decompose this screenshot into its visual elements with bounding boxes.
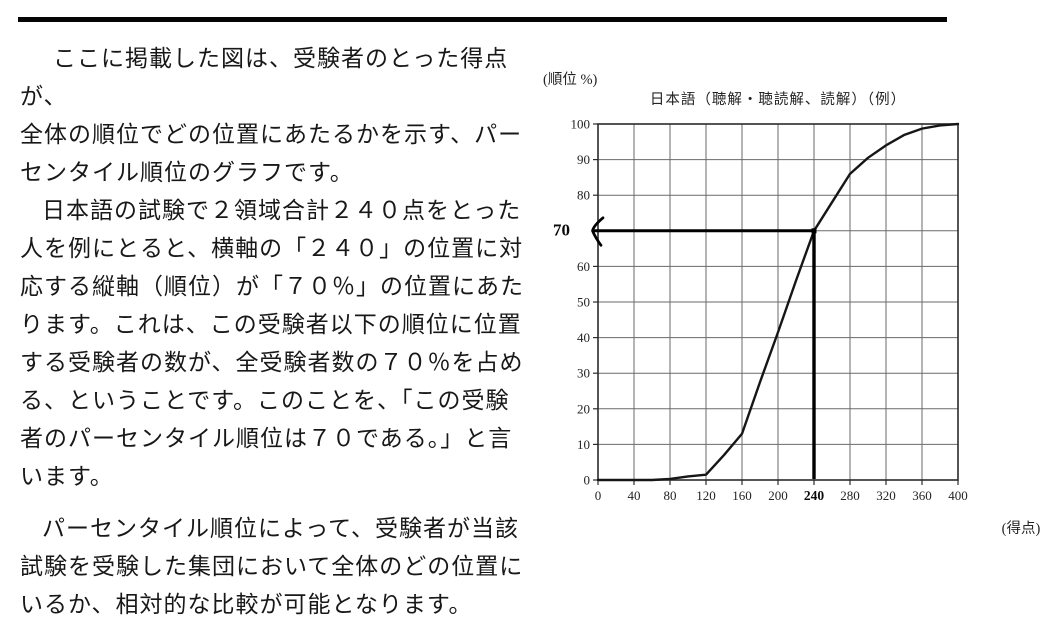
x-tick-label: 280 (840, 488, 860, 503)
y-tick-label: 100 (571, 117, 591, 132)
y-tick-label: 60 (577, 259, 590, 274)
article-text: ここに掲載した図は、受験者のとった得点が、 全体の順位でどの位置にあたるかを示す… (20, 40, 544, 624)
y-tick-label: 50 (577, 295, 590, 310)
percentile-rank-chart: 0 40 80 120 160 200 240 280 320 360 400 0 10 20 30 40 50… (543, 71, 1041, 537)
x-axis-unit-label: (得点) (1002, 520, 1041, 537)
percentile-curve (596, 122, 960, 482)
top-rule (18, 17, 947, 22)
x-tick-label: 160 (732, 488, 752, 503)
y-tick-label: 0 (584, 473, 591, 488)
y-tick-label: 10 (577, 437, 590, 452)
x-tick-label-highlight: 240 (804, 488, 825, 503)
paragraph-example: 日本語の試験で２領域合計２４０点をとった 人を例にとると、横軸の「２４０」の位置… (20, 198, 524, 490)
chart-area: 0 40 80 120 160 200 240 280 320 360 400 0 10 20 30 40 50… (540, 60, 1055, 607)
x-tick-label: 320 (876, 488, 896, 503)
x-tick-label: 360 (912, 488, 932, 503)
x-tick-label: 40 (628, 488, 641, 503)
x-tick-label: 200 (768, 488, 788, 503)
y-tick-label-highlight: 70 (553, 220, 570, 239)
x-tick-label: 120 (696, 488, 716, 503)
arrow-left-icon (591, 216, 605, 247)
y-tick-label: 80 (577, 188, 590, 203)
y-tick-label: 30 (577, 366, 590, 381)
chart-title: 日本語（聴解・聴読解、読解）（例） (650, 91, 906, 108)
plot-frame (597, 123, 959, 481)
y-tick-label: 40 (577, 330, 590, 345)
x-tick-label: 80 (664, 488, 677, 503)
y-tick-label: 20 (577, 401, 590, 416)
y-tick-label: 90 (577, 152, 590, 167)
y-axis-unit-label: (順位 %) (543, 71, 598, 88)
x-tick-label: 0 (595, 488, 602, 503)
paragraph-intro: ここに掲載した図は、受験者のとった得点が、 全体の順位でどの位置にあたるかを示す… (20, 46, 523, 186)
highlight-point (811, 228, 817, 234)
x-tick-label: 400 (948, 488, 968, 503)
